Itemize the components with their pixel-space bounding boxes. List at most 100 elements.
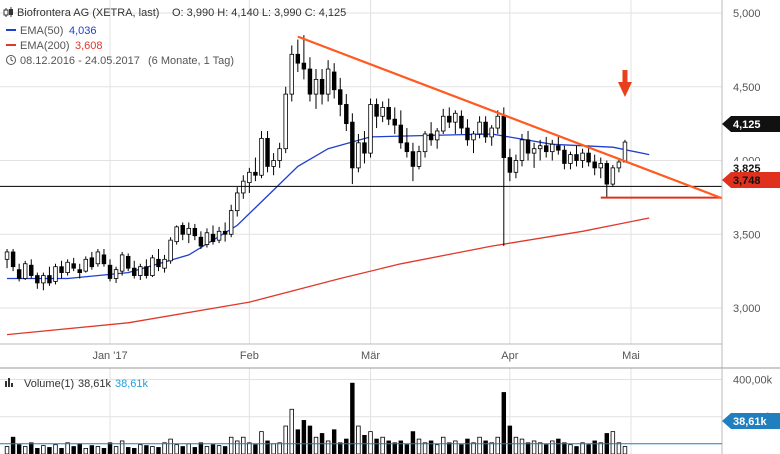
ema200-line	[6, 217, 650, 336]
candle	[319, 69, 325, 105]
candle-body-down	[459, 115, 464, 129]
candle-body-down	[386, 107, 391, 120]
candle	[10, 249, 16, 272]
candle-body-up	[495, 115, 500, 129]
candle-body-up	[41, 275, 46, 284]
candle	[416, 145, 422, 170]
candle	[210, 225, 216, 245]
candle-body-up	[471, 133, 476, 141]
candle-body-up	[235, 192, 240, 212]
candle	[398, 110, 404, 149]
volume-bar	[47, 447, 52, 454]
candle-body-down	[404, 142, 410, 153]
candle-body-up	[150, 257, 155, 276]
volume-bar	[95, 446, 101, 454]
candle-body-down	[507, 157, 513, 173]
volume-bar	[119, 440, 125, 454]
volume-bar	[598, 442, 603, 454]
candle	[35, 272, 40, 289]
volume-bar	[35, 448, 40, 454]
volume-bar	[622, 446, 628, 454]
volume-bar	[271, 443, 276, 454]
instrument-title: Biofrontera AG (XETRA, last)	[17, 7, 159, 19]
candle-body-down	[543, 145, 549, 153]
candle	[132, 260, 137, 279]
candle	[235, 187, 240, 217]
candle-body-up	[95, 251, 101, 265]
y-tick-label: 5,000	[733, 8, 761, 20]
candle	[83, 256, 89, 273]
candle-body-up	[313, 78, 319, 95]
volume-bar	[138, 444, 143, 454]
candle	[531, 142, 537, 168]
candle-body-down	[198, 236, 204, 247]
volume-bar	[362, 434, 367, 454]
candle-body-down	[295, 53, 301, 64]
candle	[459, 110, 464, 134]
candle-body-down	[392, 118, 397, 126]
candle-body-down	[77, 269, 82, 273]
down-arrow-icon	[617, 70, 632, 97]
candle	[162, 254, 167, 273]
candle	[537, 139, 543, 161]
candle-body-up	[162, 258, 167, 269]
volume-bar	[537, 442, 543, 454]
volume-bar	[519, 438, 525, 454]
candle-body-up	[622, 141, 628, 163]
candle	[501, 107, 507, 247]
volume-bar	[465, 438, 470, 454]
volume-bar	[132, 448, 137, 454]
volume-last-badge: 38,61k	[722, 413, 780, 429]
candle-body-up	[53, 266, 58, 282]
volume-last-value: 38,61k	[733, 416, 768, 428]
volume-bar	[592, 440, 597, 454]
candle-body-down	[265, 137, 270, 167]
candle	[198, 231, 204, 249]
candle	[543, 136, 549, 158]
volume-bar	[543, 444, 549, 454]
candle-body-down	[319, 78, 325, 95]
volume-bar	[531, 440, 537, 454]
candlesticks	[4, 35, 628, 291]
candle-body-up	[186, 227, 191, 235]
candle	[404, 128, 410, 158]
candle-body-down	[556, 145, 561, 151]
candle	[125, 253, 131, 272]
volume-bar	[331, 429, 337, 454]
candle	[331, 63, 337, 99]
volume-bar	[198, 442, 204, 454]
candle	[350, 113, 355, 185]
candle-body-up	[489, 127, 494, 138]
volume-bar	[489, 442, 494, 454]
volume-bar	[65, 442, 70, 454]
volume-bar	[241, 436, 246, 454]
candle-body-up	[441, 115, 446, 132]
volume-bar	[53, 444, 58, 454]
volume-legend: Volume(1) 38,61k 38,61k	[5, 378, 149, 390]
y-tick-label: 3,000	[733, 303, 761, 315]
candle	[356, 133, 361, 173]
volume-bar	[10, 436, 16, 454]
candle-body-down	[525, 139, 531, 154]
volume-bar	[289, 408, 294, 454]
candle	[586, 145, 591, 167]
grid	[0, 0, 722, 454]
volume-bar	[204, 446, 210, 454]
candle-body-down	[10, 251, 16, 268]
candle	[265, 131, 270, 173]
volume-bar	[416, 438, 422, 454]
volume-bar	[259, 431, 264, 454]
candle	[222, 222, 228, 242]
volume-bar	[434, 444, 440, 454]
volume-bar	[580, 442, 585, 454]
candle-body-down	[604, 163, 610, 185]
volume-bar	[513, 436, 519, 454]
volume-bar	[83, 448, 89, 454]
volume-bar	[501, 392, 507, 454]
volume-legend-label: Volume(1)	[24, 378, 74, 390]
candle-body-down	[156, 258, 161, 268]
candle-body-down	[222, 230, 228, 235]
candle	[580, 148, 585, 168]
candle-body-up	[277, 148, 282, 161]
x-tick-label: Jan '17	[92, 350, 127, 362]
